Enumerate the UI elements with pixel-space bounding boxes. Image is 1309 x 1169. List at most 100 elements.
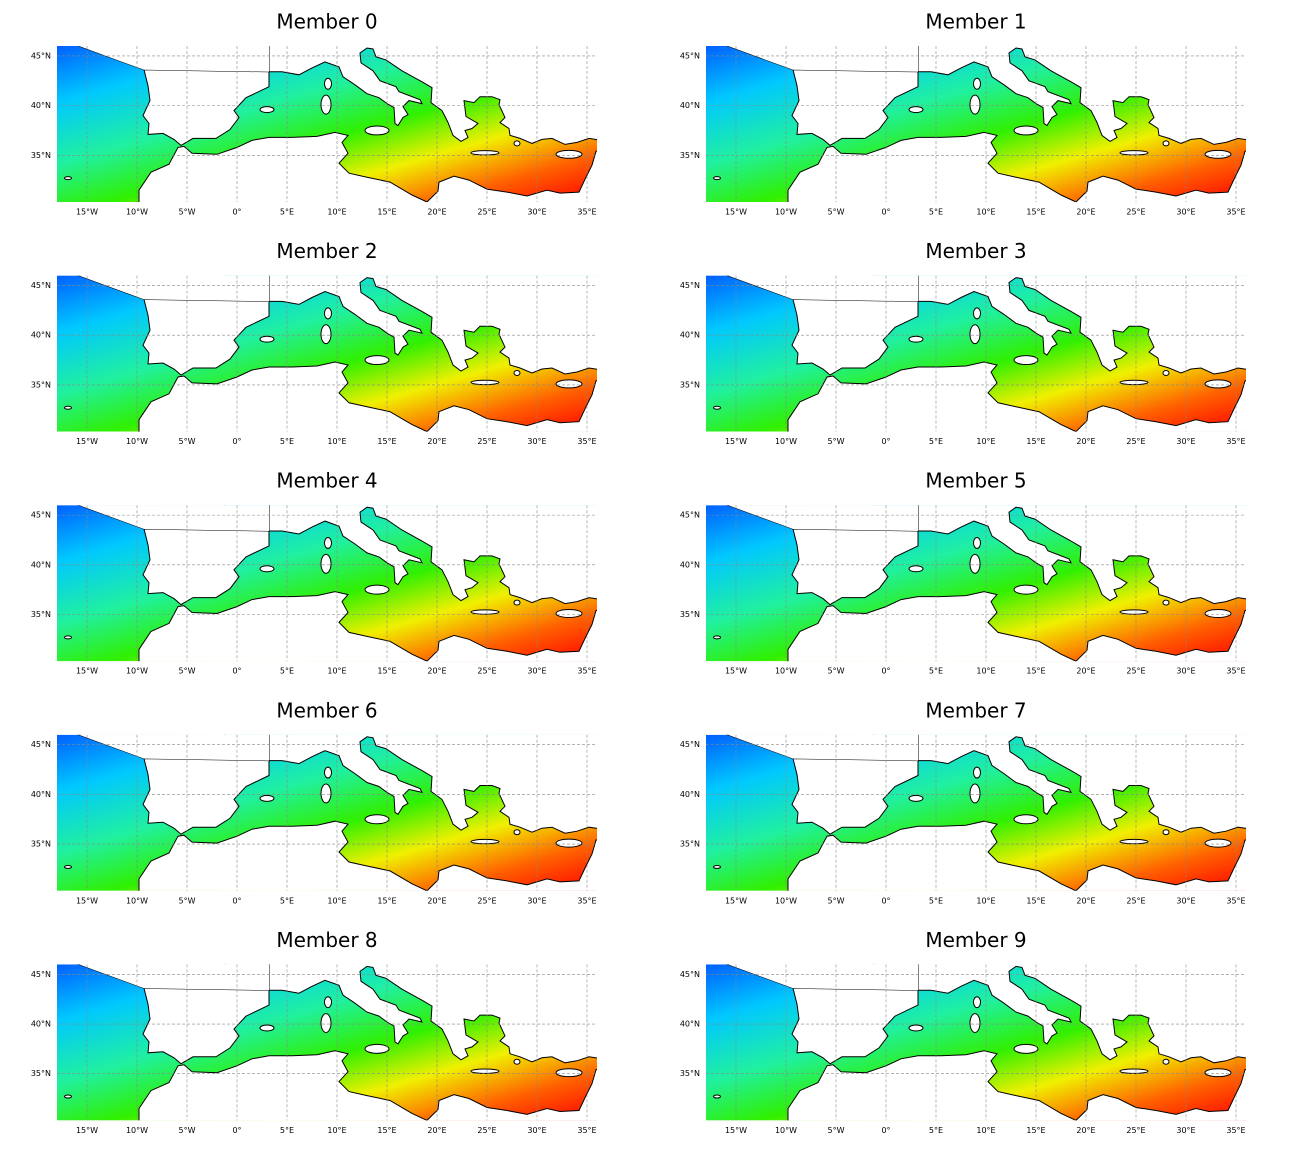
lon-tick-label: 10°E [976,1126,995,1135]
island [969,783,981,804]
island [364,814,390,825]
lon-tick-label: 25°E [1126,896,1145,905]
island [470,379,500,386]
island [973,77,981,90]
island [1204,149,1232,159]
lon-tick-label: 10°W [775,667,797,676]
lon-tick-label: 35°E [1226,437,1245,446]
lon-tick-label: 35°E [1226,208,1245,217]
lon-tick-label: 5°W [179,437,196,446]
lon-tick-label: 25°E [1126,437,1145,446]
lon-tick-label: 30°E [527,667,546,676]
island [470,150,500,156]
lon-tick-label: 25°E [477,896,496,905]
island [259,335,275,343]
lon-tick-label: 10°W [775,208,797,217]
lon-tick-label: 15°E [1026,208,1045,217]
island [64,1094,72,1099]
land-gap [728,964,918,991]
island [1162,599,1170,606]
island [908,106,924,114]
lat-tick-label: 40°N [31,560,51,569]
map-title: Member 9 [925,928,1026,952]
lon-tick-label: 35°E [1226,1126,1245,1135]
lat-tick-label: 35°N [680,840,700,849]
island [908,335,924,343]
land-gap [728,505,918,532]
island [470,609,500,615]
lon-tick-label: 35°E [577,667,596,676]
lon-tick-label: 15°W [76,437,98,446]
map-area [706,505,1246,662]
lon-tick-label: 5°E [929,667,943,676]
island [713,176,721,181]
map-area [706,964,1246,1121]
lon-tick-label: 10°E [327,896,346,905]
land-gap [79,46,269,72]
island [1162,140,1170,147]
lat-tick-label: 40°N [31,790,51,799]
lon-tick-label: 5°W [179,208,196,217]
lon-tick-label: 10°W [126,1126,148,1135]
island [364,125,390,136]
island [324,766,332,779]
lon-tick-label: 20°E [427,208,446,217]
lon-tick-label: 5°W [828,896,845,905]
island [64,864,72,869]
map-area [706,734,1246,891]
lon-tick-label: 10°W [126,437,148,446]
lat-tick-label: 40°N [31,101,51,110]
lat-tick-label: 40°N [680,790,700,799]
island [259,106,275,114]
lat-tick-label: 35°N [31,151,51,160]
lon-tick-label: 0° [232,1126,241,1135]
island [1013,814,1039,825]
lat-tick-label: 35°N [680,380,700,389]
lon-tick-label: 0° [881,208,890,217]
lon-tick-label: 25°E [477,208,496,217]
lon-tick-label: 10°E [327,208,346,217]
island [513,140,521,147]
lat-tick-label: 40°N [31,331,51,340]
lon-tick-label: 0° [881,1126,890,1135]
lat-tick-label: 35°N [31,840,51,849]
lon-tick-label: 10°W [775,437,797,446]
lon-tick-label: 10°E [327,437,346,446]
island [259,794,275,802]
lon-tick-label: 5°W [179,896,196,905]
map-panel: 15°W 10°W 5°W 0° 5°E 10°E 15°E 20°E 25°E 30°E 35°E… [680,46,1246,217]
island [513,829,521,836]
map-area [57,505,597,662]
island [364,584,390,595]
lon-tick-label: 15°E [1026,437,1045,446]
lon-tick-label: 5°E [280,896,294,905]
map-panel: 15°W 10°W 5°W 0° 5°E 10°E 15°E 20°E 25°E 30°E 35°E… [31,964,597,1135]
lon-tick-label: 30°E [527,896,546,905]
map-panel: 15°W 10°W 5°W 0° 5°E 10°E 15°E 20°E 25°E 30°E 35°E… [31,275,597,446]
map-title: Member 8 [276,928,377,952]
island [259,1024,275,1032]
lon-tick-label: 15°W [76,667,98,676]
lat-tick-label: 40°N [680,331,700,340]
island [470,838,500,845]
lat-tick-label: 45°N [680,281,700,290]
lon-tick-label: 5°E [929,896,943,905]
island [713,635,721,640]
lat-tick-label: 45°N [31,740,51,749]
island [1013,355,1039,366]
lon-tick-label: 25°E [1126,667,1145,676]
island [908,1024,924,1032]
lon-tick-label: 15°W [725,896,747,905]
land-gap [728,734,918,761]
lon-tick-label: 0° [232,667,241,676]
map-area [706,275,1246,432]
map-title: Member 5 [925,469,1026,493]
island [969,324,981,345]
land-gap [79,505,269,532]
lon-tick-label: 15°E [377,437,396,446]
lon-tick-label: 10°W [775,896,797,905]
land-gap [79,964,269,991]
island [1119,1068,1149,1074]
map-panel: 15°W 10°W 5°W 0° 5°E 10°E 15°E 20°E 25°E 30°E 35°E… [31,505,597,676]
island [973,307,981,320]
